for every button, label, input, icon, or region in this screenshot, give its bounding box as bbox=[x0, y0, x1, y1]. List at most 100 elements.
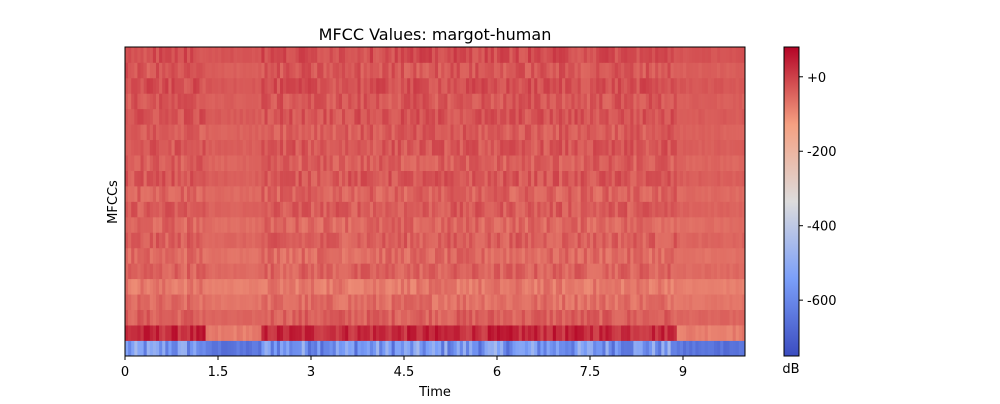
heatmap-cell bbox=[326, 62, 330, 79]
heatmap-cell bbox=[509, 325, 513, 341]
heatmap-cell bbox=[509, 186, 513, 202]
heatmap-cell bbox=[555, 340, 560, 357]
heatmap-cell bbox=[174, 108, 179, 125]
heatmap-cell bbox=[546, 139, 551, 156]
heatmap-cell bbox=[475, 340, 479, 357]
heatmap-cell bbox=[478, 124, 482, 141]
heatmap-cell bbox=[726, 139, 730, 156]
heatmap-cell bbox=[466, 340, 470, 357]
heatmap-cell bbox=[577, 139, 582, 156]
heatmap-cell bbox=[438, 155, 442, 171]
heatmap-cell bbox=[193, 201, 197, 218]
heatmap-cell bbox=[388, 201, 392, 218]
heatmap-cell bbox=[335, 170, 340, 187]
heatmap-cell bbox=[552, 124, 557, 141]
heatmap-cell bbox=[462, 139, 467, 156]
heatmap-cell bbox=[531, 93, 535, 110]
heatmap-cell bbox=[497, 278, 501, 295]
heatmap-cell bbox=[559, 340, 563, 357]
heatmap-cell bbox=[363, 216, 368, 233]
heatmap-cell bbox=[636, 186, 640, 202]
heatmap-cell bbox=[605, 155, 609, 171]
heatmap-cell bbox=[484, 108, 489, 125]
heatmap-cell bbox=[524, 77, 529, 94]
heatmap-cell bbox=[419, 216, 423, 233]
heatmap-cell bbox=[540, 155, 544, 171]
heatmap-cell bbox=[140, 232, 144, 249]
heatmap-cell bbox=[714, 216, 718, 233]
heatmap-cell bbox=[162, 263, 166, 280]
heatmap-cell bbox=[602, 77, 606, 94]
heatmap-cell bbox=[493, 263, 498, 280]
heatmap-cell bbox=[521, 247, 526, 264]
heatmap-cell bbox=[227, 186, 231, 202]
heatmap-cell bbox=[497, 155, 501, 171]
heatmap-cell bbox=[196, 216, 200, 233]
heatmap-cell bbox=[320, 325, 324, 341]
heatmap-cell bbox=[180, 62, 185, 79]
heatmap-cell bbox=[385, 47, 389, 63]
heatmap-cell bbox=[289, 124, 293, 141]
heatmap-cell bbox=[342, 263, 346, 280]
heatmap-cell bbox=[270, 278, 275, 295]
heatmap-cell bbox=[196, 93, 200, 110]
heatmap-cell bbox=[351, 309, 355, 326]
heatmap-cell bbox=[289, 247, 293, 264]
heatmap-cell bbox=[552, 93, 557, 110]
heatmap-cell bbox=[131, 108, 135, 125]
heatmap-cell bbox=[174, 325, 179, 341]
heatmap-cell bbox=[441, 170, 445, 187]
heatmap-cell bbox=[354, 124, 358, 141]
heatmap-cell bbox=[221, 93, 225, 110]
heatmap-cell bbox=[676, 124, 681, 141]
heatmap-cell bbox=[428, 247, 433, 264]
heatmap-cell bbox=[301, 247, 306, 264]
heatmap-cell bbox=[580, 309, 585, 326]
heatmap-cell bbox=[741, 124, 746, 141]
heatmap-cell bbox=[701, 47, 706, 63]
heatmap-cell bbox=[605, 124, 609, 141]
heatmap-cell bbox=[698, 294, 702, 310]
heatmap-cell bbox=[617, 139, 622, 156]
heatmap-cell bbox=[214, 47, 219, 63]
heatmap-cell bbox=[230, 263, 234, 280]
heatmap-cell bbox=[307, 325, 312, 341]
heatmap-cell bbox=[611, 340, 616, 357]
heatmap-cell bbox=[559, 232, 563, 249]
heatmap-cell bbox=[249, 232, 253, 249]
heatmap-cell bbox=[335, 124, 340, 141]
heatmap-cell bbox=[320, 139, 324, 156]
heatmap-cell bbox=[249, 155, 253, 171]
heatmap-cell bbox=[679, 108, 684, 125]
heatmap-cell bbox=[131, 77, 135, 94]
heatmap-cell bbox=[264, 62, 268, 79]
heatmap-cell bbox=[540, 263, 544, 280]
heatmap-cell bbox=[258, 77, 262, 94]
heatmap-cell bbox=[332, 77, 337, 94]
heatmap-cell bbox=[664, 186, 668, 202]
heatmap-cell bbox=[140, 62, 144, 79]
heatmap-cell bbox=[264, 340, 268, 357]
heatmap-cell bbox=[134, 216, 138, 233]
heatmap-cell bbox=[617, 155, 622, 171]
heatmap-cell bbox=[447, 170, 451, 187]
heatmap-cell bbox=[404, 77, 408, 94]
heatmap-cell bbox=[695, 340, 699, 357]
heatmap-cell bbox=[354, 294, 358, 310]
heatmap-cell bbox=[363, 325, 368, 341]
heatmap-cell bbox=[342, 93, 346, 110]
heatmap-cell bbox=[199, 77, 203, 94]
heatmap-cell bbox=[196, 155, 200, 171]
heatmap-cell bbox=[469, 139, 473, 156]
heatmap-cell bbox=[537, 186, 541, 202]
heatmap-cell bbox=[565, 201, 569, 218]
heatmap-cell bbox=[683, 155, 687, 171]
heatmap-cell bbox=[438, 216, 442, 233]
heatmap-cell bbox=[438, 139, 442, 156]
heatmap-cell bbox=[500, 278, 504, 295]
heatmap-cell bbox=[326, 170, 330, 187]
heatmap-cell bbox=[447, 62, 451, 79]
heatmap-cell bbox=[735, 201, 740, 218]
heatmap-cell bbox=[633, 232, 637, 249]
heatmap-cell bbox=[298, 294, 303, 310]
